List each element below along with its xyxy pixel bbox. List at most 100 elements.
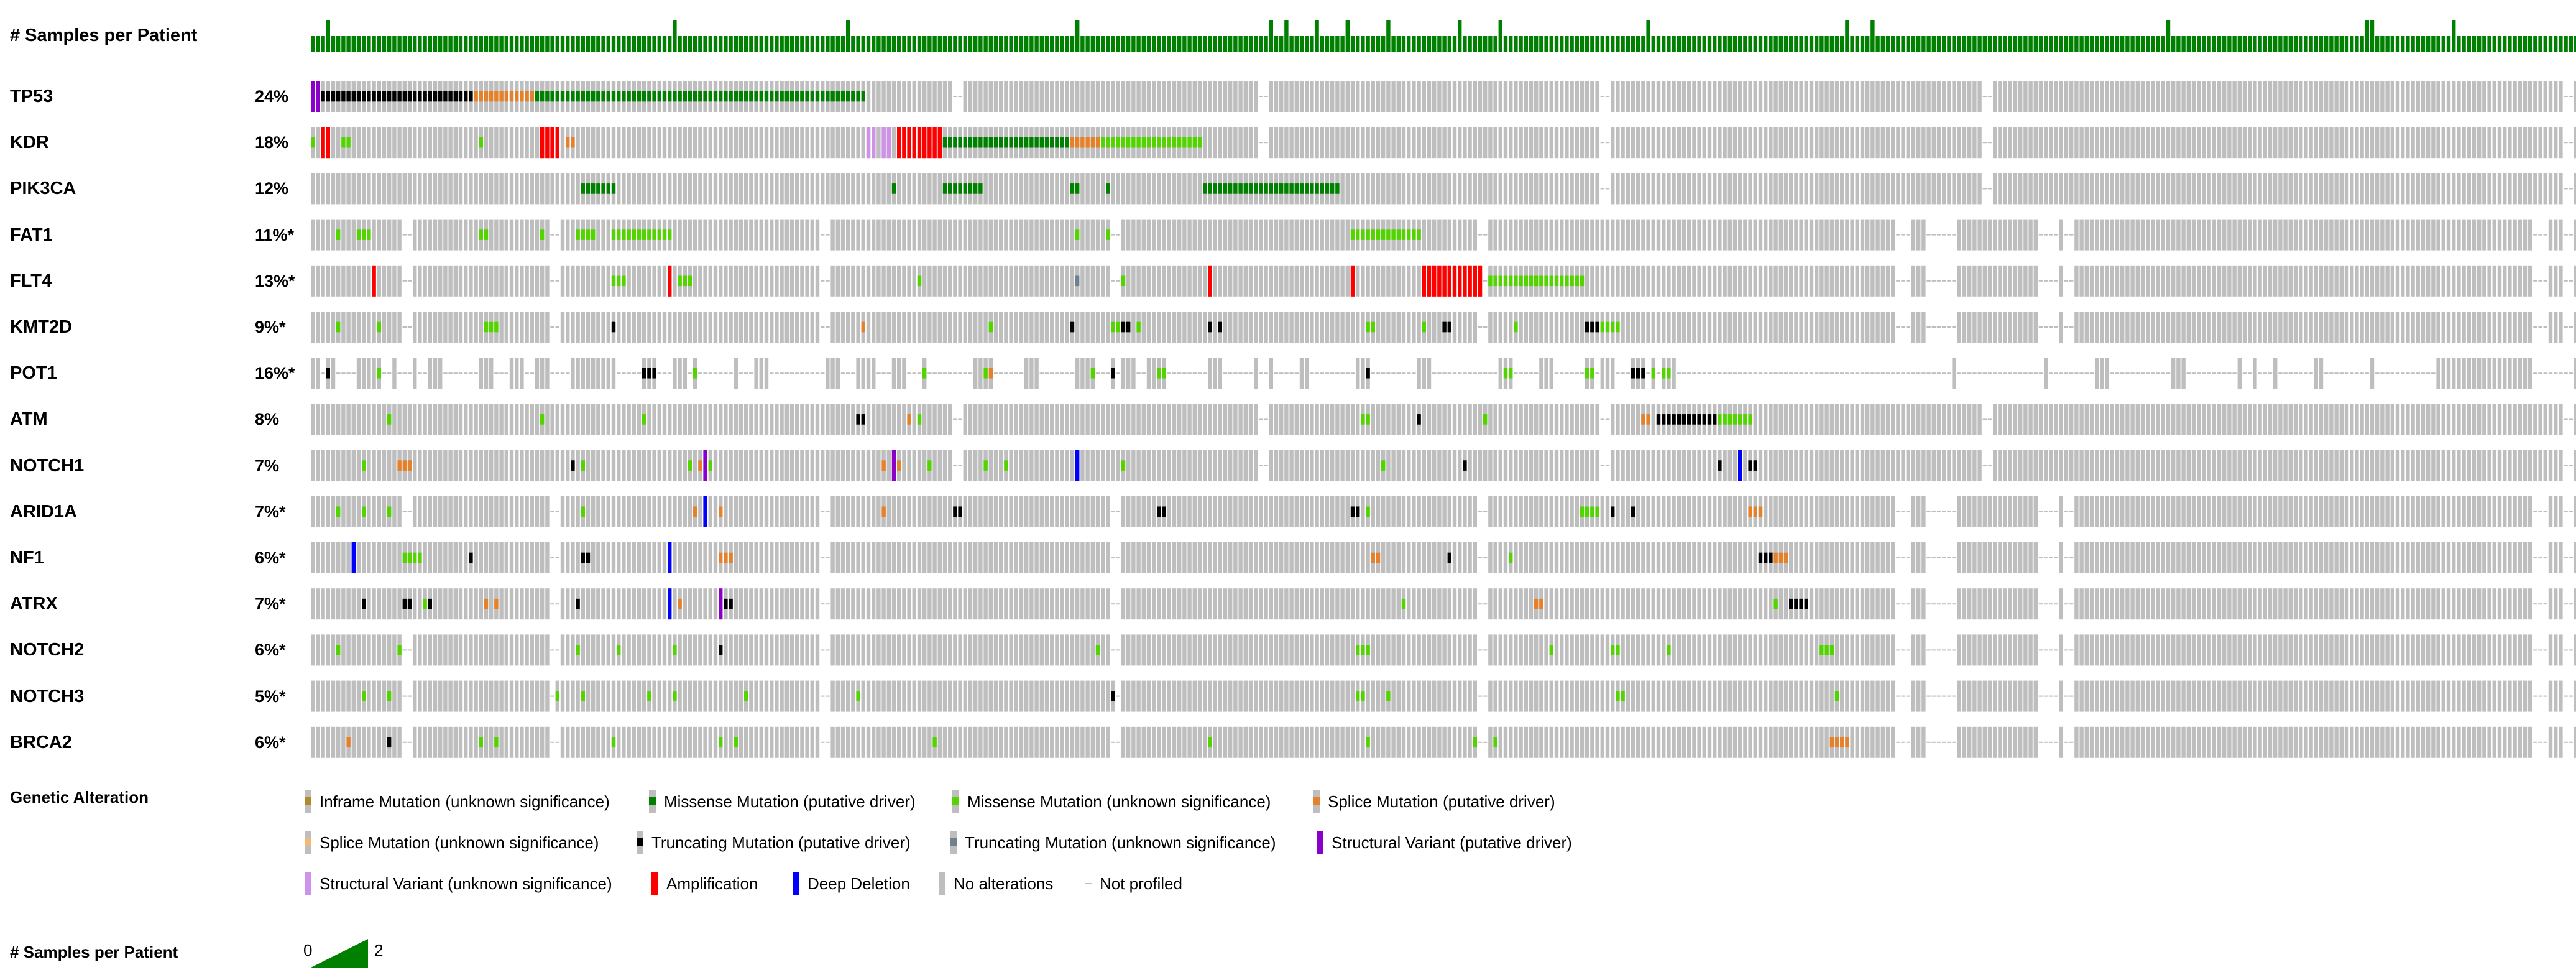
cell-no-alteration (1335, 265, 1340, 297)
cell-no-alteration (1422, 81, 1426, 112)
cell-no-alteration (1636, 127, 1640, 159)
cell-no-alteration (1396, 404, 1401, 435)
cell-no-alteration (2554, 450, 2558, 481)
cell-no-alteration (1182, 404, 1187, 435)
cell-no-alteration (1783, 265, 1788, 297)
cell-no-alteration (1829, 312, 1834, 343)
cell-no-alteration (504, 173, 508, 205)
cell-no-alteration (1447, 450, 1451, 481)
cell-no-alteration (576, 450, 580, 481)
cell-no-alteration (423, 127, 427, 159)
cell-no-alteration (2446, 219, 2451, 251)
cell-no-alteration (891, 358, 896, 389)
cell-no-alteration (2528, 404, 2532, 435)
alteration-miss_u (927, 460, 932, 471)
cell-no-alteration (1631, 450, 1635, 481)
alteration-miss_u (642, 414, 646, 425)
alteration-trunc_d (652, 368, 656, 379)
cell-no-alteration (1254, 358, 1258, 389)
cell-no-alteration (1050, 312, 1054, 343)
cell-no-alteration (759, 404, 763, 435)
cell-no-alteration (1223, 81, 1228, 112)
cell-no-alteration (1437, 312, 1442, 343)
cell-no-alteration (907, 265, 911, 297)
cell-no-alteration (2426, 173, 2431, 205)
cell-not-profiled (1727, 372, 1732, 374)
cell-no-alteration (601, 450, 605, 481)
sample-count-bar-71 (668, 36, 672, 52)
cell-no-alteration (2416, 219, 2420, 251)
alteration-miss_u (1498, 275, 1502, 287)
cell-no-alteration (402, 173, 407, 205)
cell-not-profiled (993, 372, 998, 374)
cell-no-alteration (484, 496, 489, 527)
cell-not-profiled (1931, 372, 1936, 374)
cell-no-alteration (1758, 404, 1763, 435)
cell-no-alteration (795, 219, 799, 251)
cell-no-alteration (2492, 358, 2496, 389)
cell-no-alteration (866, 81, 871, 112)
sample-count-bar-285 (1758, 36, 1763, 52)
cell-no-alteration (1692, 173, 1696, 205)
cell-not-profiled (1243, 372, 1248, 374)
cell-no-alteration (1157, 265, 1161, 297)
alteration-miss_u (1600, 321, 1604, 333)
cell-no-alteration (555, 404, 559, 435)
cell-no-alteration (1172, 404, 1177, 435)
cell-no-alteration (1764, 265, 1768, 297)
cell-no-alteration (1345, 127, 1350, 159)
cell-no-alteration (1870, 127, 1875, 159)
alteration-miss_d (535, 91, 540, 102)
cell-no-alteration (764, 219, 769, 251)
cell-no-alteration (2100, 81, 2104, 112)
sample-count-bar-343 (2054, 36, 2058, 52)
cell-no-alteration (668, 127, 672, 159)
alteration-miss_u (1723, 414, 1727, 425)
cell-no-alteration (509, 358, 514, 389)
alteration-miss_d (683, 91, 687, 102)
cell-no-alteration (1656, 312, 1661, 343)
alteration-miss_d (744, 91, 748, 102)
cell-no-alteration (2385, 450, 2390, 481)
alteration-amp (937, 127, 942, 159)
cell-no-alteration (948, 219, 952, 251)
cell-no-alteration (1294, 81, 1299, 112)
sample-count-bar-306 (1865, 36, 1870, 52)
alteration-splice_d (907, 414, 911, 425)
cell-no-alteration (1101, 173, 1105, 205)
cell-no-alteration (1809, 219, 1814, 251)
cell-no-alteration (509, 496, 514, 527)
cell-no-alteration (433, 404, 438, 435)
alteration-miss_u (1090, 368, 1095, 379)
cell-no-alteration (999, 450, 1003, 481)
alteration-miss_u (1524, 275, 1528, 287)
cell-not-profiled (1605, 188, 1610, 190)
alteration-amp (922, 127, 927, 159)
cell-no-alteration (2314, 81, 2318, 112)
cell-no-alteration (1544, 450, 1548, 481)
cell-no-alteration (2146, 404, 2150, 435)
sample-count-bar-123 (932, 36, 937, 52)
sample-count-bar-297 (1819, 36, 1824, 52)
cell-no-alteration (1432, 312, 1437, 343)
cell-no-alteration (1850, 265, 1854, 297)
cell-no-alteration (2186, 219, 2191, 251)
cell-no-alteration (1039, 81, 1044, 112)
cell-not-profiled (851, 372, 855, 374)
cell-no-alteration (673, 404, 677, 435)
alteration-trunc_d (1636, 368, 1640, 379)
cell-no-alteration (2074, 312, 2079, 343)
cell-no-alteration (2115, 81, 2120, 112)
cell-not-profiled (2395, 372, 2400, 374)
alteration-miss_d (1065, 137, 1069, 148)
sample-count-bar-420 (2446, 36, 2451, 52)
alteration-miss_u (1111, 321, 1115, 333)
cell-no-alteration (2329, 450, 2334, 481)
cell-no-alteration (1177, 265, 1182, 297)
cell-no-alteration (1044, 404, 1049, 435)
cell-no-alteration (993, 173, 998, 205)
cell-no-alteration (2115, 312, 2120, 343)
cell-no-alteration (1911, 450, 1916, 481)
cell-no-alteration (606, 404, 610, 435)
cell-no-alteration (734, 358, 738, 389)
